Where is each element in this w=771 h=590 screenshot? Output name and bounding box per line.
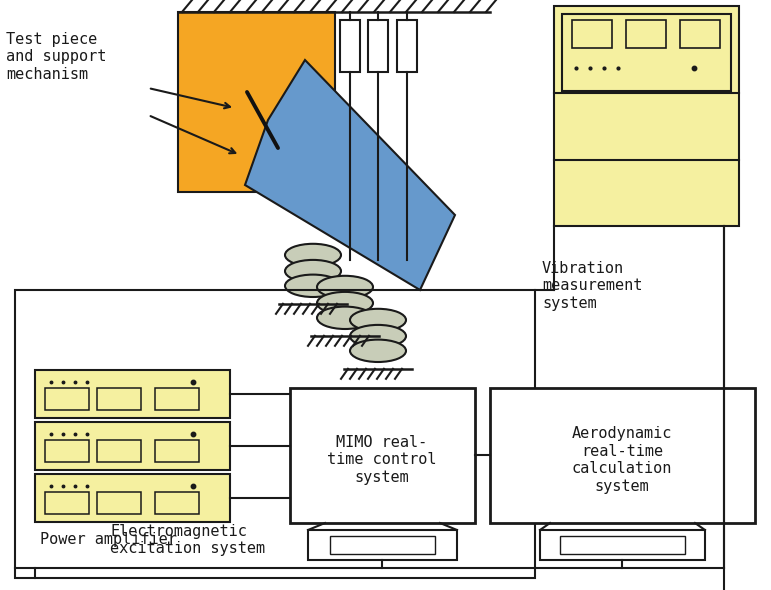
Bar [35, 474, 230, 522]
Bar [97, 440, 141, 462]
Ellipse shape [285, 244, 341, 266]
Bar [572, 20, 612, 48]
Ellipse shape [317, 292, 373, 314]
Bar [490, 388, 755, 523]
Ellipse shape [317, 307, 373, 329]
Bar [330, 536, 435, 554]
Bar [554, 6, 739, 226]
Text: MIMO real-
time control
system: MIMO real- time control system [327, 435, 436, 485]
Bar [397, 20, 417, 72]
Bar [680, 20, 720, 48]
Ellipse shape [285, 274, 341, 297]
Bar [45, 492, 89, 514]
Text: Test piece
and support
mechanism: Test piece and support mechanism [6, 32, 106, 82]
Bar [178, 12, 335, 192]
Text: Electromagnetic
excitation system: Electromagnetic excitation system [110, 523, 265, 556]
Text: Vibration
measurement
system: Vibration measurement system [542, 261, 642, 311]
Bar [155, 388, 199, 410]
Bar [155, 440, 199, 462]
Bar [308, 530, 457, 560]
Bar [540, 530, 705, 560]
Bar [15, 290, 535, 578]
Text: Aerodynamic
real-time
calculation
system: Aerodynamic real-time calculation system [572, 427, 672, 494]
Bar [35, 422, 230, 470]
Bar [45, 388, 89, 410]
Bar [97, 492, 141, 514]
Polygon shape [245, 60, 455, 290]
Bar [45, 440, 89, 462]
Bar [290, 388, 475, 523]
Text: Power amplifier: Power amplifier [40, 532, 177, 547]
Bar [368, 20, 388, 72]
Ellipse shape [350, 309, 406, 331]
Ellipse shape [317, 276, 373, 298]
Ellipse shape [350, 340, 406, 362]
Bar [155, 492, 199, 514]
Bar [560, 536, 685, 554]
Ellipse shape [285, 260, 341, 282]
Bar [340, 20, 360, 72]
Bar [562, 14, 731, 91]
Ellipse shape [350, 325, 406, 348]
Bar [626, 20, 666, 48]
Bar [35, 370, 230, 418]
Bar [97, 388, 141, 410]
